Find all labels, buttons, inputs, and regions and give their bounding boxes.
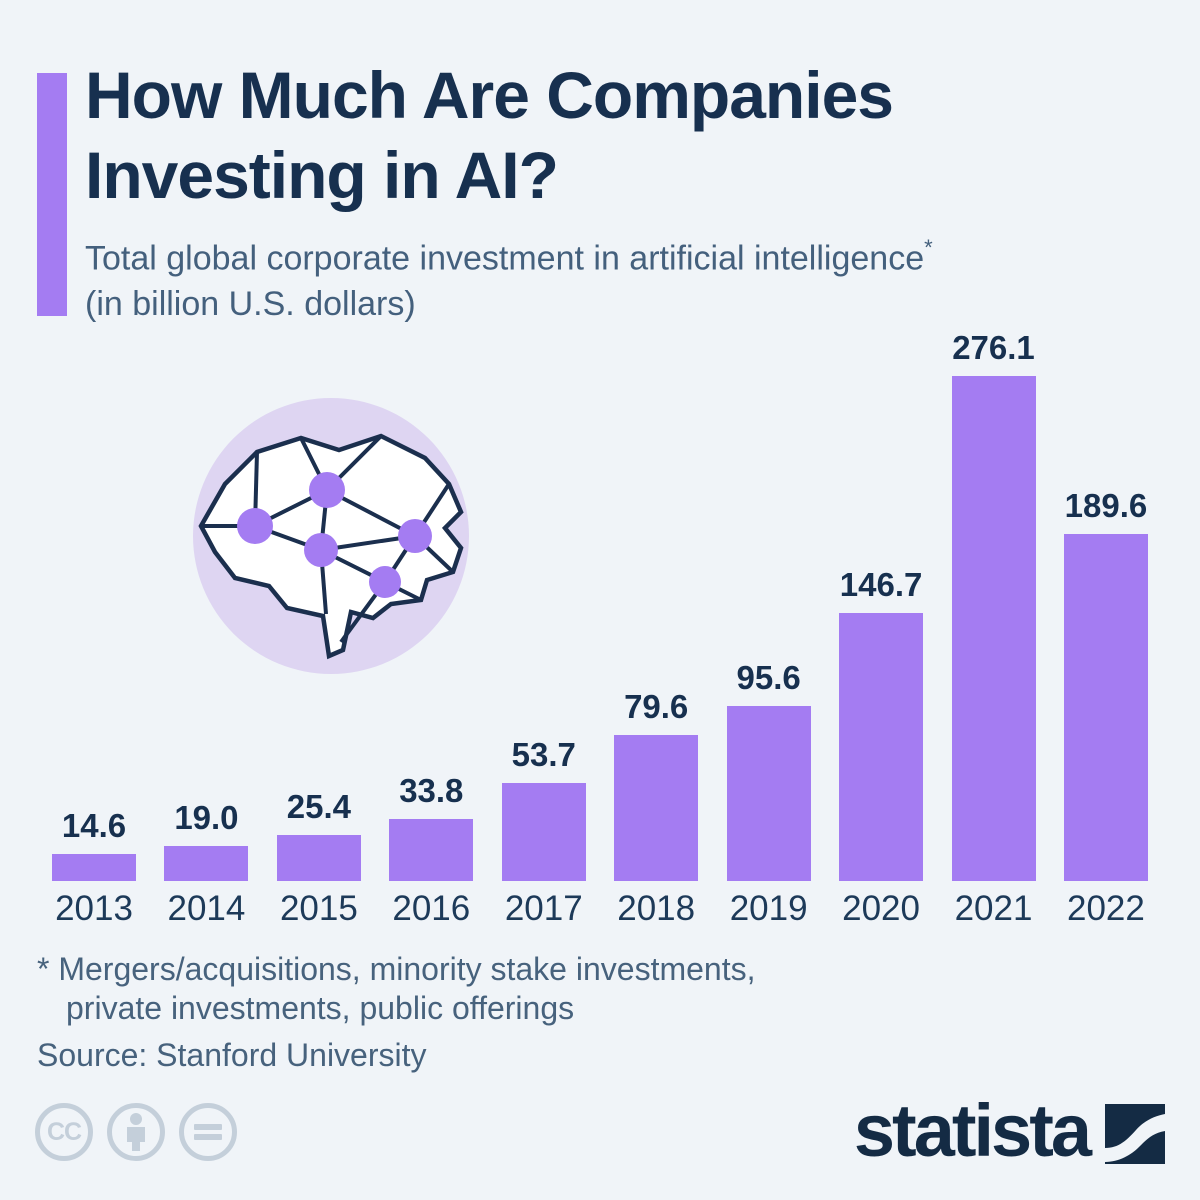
bar [1063,534,1148,881]
bar-chart: 14.6 2013 19.0 2014 25.4 2015 33.8 2016 53.7 2017… [52,327,1148,928]
bar-value-label: 79.6 [624,688,689,725]
bar-value-label: 146.7 [839,566,923,603]
subtitle-text: Total global corporate investment in art… [85,239,925,278]
bar [276,835,361,881]
bar-column: 95.6 2019 [726,327,811,928]
x-axis-label: 2021 [954,889,1033,928]
bar-column: 189.6 2022 [1063,327,1148,928]
bar-column: 14.6 2013 [52,327,136,928]
chart-subtitle: Total global corporate investment in art… [85,227,1165,327]
x-axis-label: 2014 [167,889,246,928]
x-axis-label: 2015 [279,889,358,928]
footnote-marker: * [37,951,50,987]
cc-attribution-icon [107,1103,165,1161]
x-axis-label: 2020 [842,889,920,928]
title-accent-bar [37,73,67,316]
bar-column: 276.1 2021 [951,327,1036,928]
bar [389,819,474,881]
footnote-marker-superscript: * [924,235,933,260]
x-axis-label: 2019 [729,889,808,928]
bar [501,783,586,881]
creative-commons-icons: CC [35,1103,237,1161]
x-axis-label: 2017 [504,889,583,928]
bar [164,846,249,881]
footnote-line-1: * Mergers/acquisitions, minority stake i… [37,951,756,987]
bar-value-label: 276.1 [952,329,1035,366]
statista-wordmark: statista [853,1089,1092,1172]
bar-column: 79.6 2018 [614,327,699,928]
bar-column: 53.7 2017 [501,327,586,928]
bar-value-label: 189.6 [1064,487,1148,524]
bar-value-label: 95.6 [736,659,801,696]
bar [726,706,811,881]
bar [951,376,1036,881]
subtitle-unit: (in billion U.S. dollars) [85,285,416,324]
bar [839,613,924,881]
brain-network-illustration [193,398,469,674]
page-title: How Much Are Companies Investing in AI? [85,58,894,212]
bar-value-label: 19.0 [174,799,239,836]
footnote: * Mergers/acquisitions, minority stake i… [37,950,755,1028]
equals-icon [194,1124,222,1140]
bar-value-label: 25.4 [286,788,351,825]
bar-column: 25.4 2015 [276,327,361,928]
bar-value-label: 14.6 [61,807,127,844]
bar [52,854,136,881]
x-axis-label: 2016 [392,889,471,928]
statista-logo: statista [854,1094,1165,1168]
bar-column: 33.8 2016 [389,327,474,928]
cc-icon: CC [35,1103,93,1161]
source-line: Source: Stanford University [37,1037,427,1073]
bar-value-label: 33.8 [399,772,464,809]
bar-value-label: 53.7 [511,736,576,773]
x-axis-label: 2018 [617,889,696,928]
x-axis-label: 2013 [55,889,133,928]
bar-column: 146.7 2020 [839,327,924,928]
x-axis-label: 2022 [1067,889,1145,928]
footnote-line-2: private investments, public offerings [66,990,575,1026]
person-icon [127,1113,145,1151]
bar-column: 19.0 2014 [164,327,249,928]
statista-logo-mark-icon [1105,1104,1165,1164]
cc-no-derivatives-icon [179,1103,237,1161]
brain-icon [193,398,469,674]
bar [614,735,699,881]
